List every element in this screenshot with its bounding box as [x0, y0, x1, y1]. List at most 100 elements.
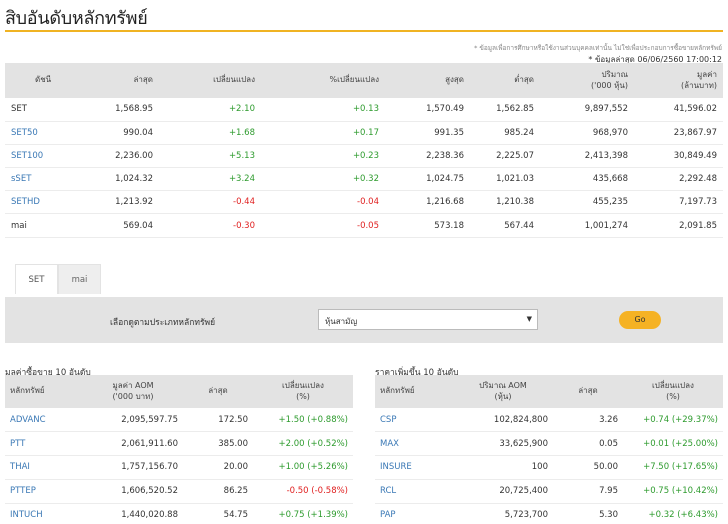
col-high: สูงสุด: [445, 75, 464, 85]
price-change: -0.50 (-0.58%): [253, 479, 353, 504]
page-title: สิบอันดับหลักทรัพย์: [5, 8, 148, 29]
table-row: INSURE 100 50.00 +7.50 (+17.65%): [375, 455, 723, 480]
symbol-link[interactable]: CSP: [375, 408, 453, 433]
index-high: 1,570.49: [385, 98, 470, 122]
price-change: +2.00 (+0.52%): [253, 431, 353, 457]
index-row: SETHD 1,213.92 -0.44 -0.04 1,216.68 1,210.38 4…: [5, 190, 723, 215]
index-name[interactable]: SETHD: [5, 190, 75, 215]
symbol-link[interactable]: MAX: [375, 431, 453, 457]
last-price: 20.00: [183, 455, 253, 480]
col-change: เปลี่ยนแปลง: [213, 75, 255, 85]
col-symbol: หลักทรัพย์: [380, 386, 415, 396]
index-table-header: ดัชนี ล่าสุด เปลี่ยนแปลง %เปลี่ยนแปลง สู…: [5, 63, 723, 98]
top-value-container: หลักทรัพย์ มูลค่า AOM ('000 บาท) ล่าสุด …: [5, 375, 353, 524]
index-low: 1,562.85: [470, 98, 540, 122]
col-last: ล่าสุด: [578, 386, 598, 396]
top-value-header: หลักทรัพย์ มูลค่า AOM ('000 บาท) ล่าสุด …: [5, 375, 353, 408]
col-change-pct: เปลี่ยนแปลง (%): [282, 380, 324, 401]
col-pct-change: %เปลี่ยนแปลง: [329, 75, 379, 85]
table-row: INTUCH 1,440,020.88 54.75 +0.75 (+1.39%): [5, 503, 353, 524]
col-index: ดัชนี: [35, 75, 52, 85]
top-gainers-table: หลักทรัพย์ ปริมาณ AOM (หุ้น) ล่าสุด เปลี…: [375, 375, 723, 524]
go-button[interactable]: Go: [619, 311, 661, 329]
index-table: ดัชนี ล่าสุด เปลี่ยนแปลง %เปลี่ยนแปลง สู…: [5, 63, 723, 238]
index-change: +1.68: [159, 121, 261, 145]
col-volume: ปริมาณ ('000 หุ้น): [591, 69, 628, 90]
index-volume: 968,970: [540, 121, 634, 145]
symbol-link[interactable]: THAI: [5, 455, 83, 480]
symbol-link[interactable]: INTUCH: [5, 503, 83, 524]
symbol-link[interactable]: INSURE: [375, 455, 453, 480]
index-row: SET50 990.04 +1.68 +0.17 991.35 985.24 968,970…: [5, 121, 723, 145]
symbol-link[interactable]: PTTEP: [5, 479, 83, 504]
col-change-pct: เปลี่ยนแปลง (%): [652, 380, 694, 401]
tab-mai[interactable]: mai: [58, 264, 101, 294]
index-name[interactable]: sSET: [5, 167, 75, 192]
col-aom-volume: ปริมาณ AOM (หุ้น): [479, 380, 527, 401]
index-last: 1,213.92: [75, 190, 159, 215]
col-low: ต่ำสุด: [514, 75, 534, 85]
index-last: 1,024.32: [75, 167, 159, 192]
aom-amount: 2,095,597.75: [83, 408, 183, 433]
aom-amount: 1,757,156.70: [83, 455, 183, 480]
index-low: 2,225.07: [470, 144, 540, 169]
index-name: SET: [5, 98, 75, 122]
aom-amount: 102,824,800: [453, 408, 553, 433]
price-change: +7.50 (+17.65%): [623, 455, 723, 480]
index-value: 2,292.48: [634, 167, 723, 192]
index-name: mai: [5, 213, 75, 238]
price-change: +0.74 (+29.37%): [623, 408, 723, 433]
index-change: -0.44: [159, 190, 261, 215]
index-volume: 1,001,274: [540, 213, 634, 238]
last-price: 0.05: [553, 431, 623, 457]
symbol-link[interactable]: PAP: [375, 503, 453, 524]
index-low: 1,021.03: [470, 167, 540, 192]
price-change: +1.50 (+0.88%): [253, 408, 353, 433]
index-high: 2,238.36: [385, 144, 470, 169]
tab-set[interactable]: SET: [15, 264, 58, 294]
price-change: +0.32 (+6.43%): [623, 503, 723, 524]
aom-amount: 5,723,700: [453, 503, 553, 524]
index-volume: 435,668: [540, 167, 634, 192]
index-volume: 9,897,552: [540, 98, 634, 122]
index-value: 2,091.85: [634, 213, 723, 238]
index-change: -0.30: [159, 213, 261, 238]
index-value: 41,596.02: [634, 98, 723, 122]
table-row: RCL 20,725,400 7.95 +0.75 (+10.42%): [375, 479, 723, 504]
index-pct-change: -0.05: [261, 213, 385, 238]
index-name[interactable]: SET100: [5, 144, 75, 169]
last-price: 86.25: [183, 479, 253, 504]
index-low: 985.24: [470, 121, 540, 145]
index-volume: 455,235: [540, 190, 634, 215]
col-aom-value: มูลค่า AOM ('000 บาท): [112, 380, 154, 401]
index-pct-change: -0.04: [261, 190, 385, 215]
last-price: 54.75: [183, 503, 253, 524]
symbol-link[interactable]: PTT: [5, 431, 83, 457]
top-value-title: มูลค่าซื้อขาย 10 อันดับ: [5, 368, 91, 378]
index-last: 2,236.00: [75, 144, 159, 169]
index-change: +5.13: [159, 144, 261, 169]
index-pct-change: +0.17: [261, 121, 385, 145]
disclaimer-note: * ข้อมูลเพื่อการศึกษาหรือใช้งานส่วนบุคคล…: [474, 44, 722, 52]
index-row: SET100 2,236.00 +5.13 +0.23 2,238.36 2,225.07…: [5, 144, 723, 169]
index-low: 567.44: [470, 213, 540, 238]
index-last: 1,568.95: [75, 98, 159, 122]
index-volume: 2,413,398: [540, 144, 634, 169]
security-type-select[interactable]: หุ้นสามัญ ▼: [318, 309, 538, 330]
table-row: PTT 2,061,911.60 385.00 +2.00 (+0.52%): [5, 431, 353, 457]
table-row: CSP 102,824,800 3.26 +0.74 (+29.37%): [375, 408, 723, 433]
index-name[interactable]: SET50: [5, 121, 75, 145]
top-value-table: หลักทรัพย์ มูลค่า AOM ('000 บาท) ล่าสุด …: [5, 375, 353, 524]
top-gainers-title: ราคาเพิ่มขึ้น 10 อันดับ: [375, 368, 459, 378]
index-value: 7,197.73: [634, 190, 723, 215]
symbol-link[interactable]: ADVANC: [5, 408, 83, 433]
index-high: 991.35: [385, 121, 470, 145]
filter-bar: เลือกดูตามประเภทหลักทรัพย์ หุ้นสามัญ ▼ G…: [5, 297, 723, 343]
index-value: 23,867.97: [634, 121, 723, 145]
table-row: PTTEP 1,606,520.52 86.25 -0.50 (-0.58%): [5, 479, 353, 504]
symbol-link[interactable]: RCL: [375, 479, 453, 504]
index-pct-change: +0.32: [261, 167, 385, 192]
index-row: sSET 1,024.32 +3.24 +0.32 1,024.75 1,021.03 43…: [5, 167, 723, 192]
table-row: PAP 5,723,700 5.30 +0.32 (+6.43%): [375, 503, 723, 524]
aom-amount: 1,606,520.52: [83, 479, 183, 504]
